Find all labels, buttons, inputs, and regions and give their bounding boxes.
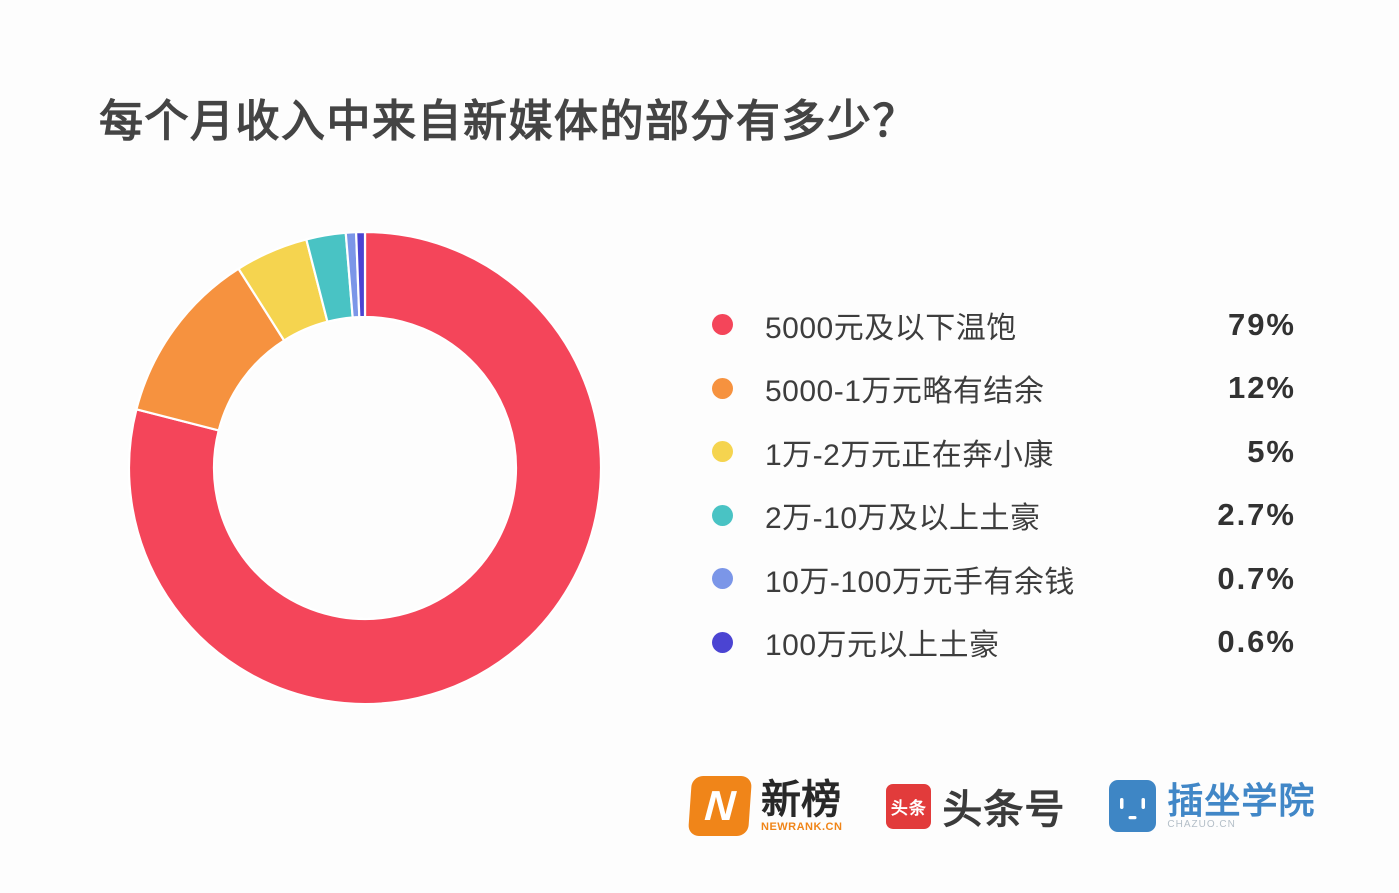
legend-label: 100万元以上土豪 [765,629,1000,663]
toutiao-logo-icon: 头条 [886,783,932,829]
legend-item-3: 2万-10万及以上土豪 2.7% [712,484,1296,548]
legend-dot-icon [712,568,733,590]
legend-value: 2.7% [1217,497,1296,533]
legend-item-1: 5000-1万元略有结余 12% [712,357,1296,421]
chazuo-subtext: CHAZUO.CN [1167,819,1236,831]
donut-chart [127,230,603,706]
legend-label: 5000-1万元略有结余 [765,375,1045,409]
toutiao-brand-text: 头条号 [942,788,1066,832]
legend-label: 2万-10万及以上土豪 [765,502,1041,536]
legend-value: 0.7% [1217,560,1296,596]
legend-label: 10万-100万元手有余钱 [765,565,1075,599]
legend-value: 0.6% [1217,624,1296,660]
chart-title: 每个月收入中来自新媒体的部分有多少？ [99,97,918,146]
legend-dot-icon [712,631,733,653]
legend-dot-icon [712,377,733,399]
legend-item-4: 10万-100万元手有余钱 0.7% [712,547,1296,611]
chazuo-brand-text: 插坐学院 [1167,779,1316,821]
donut-slice-5 [354,230,367,319]
toutiao-logo: 头条 头条号 [886,777,1065,835]
legend-label: 5000元及以下温饱 [765,311,1017,345]
legend-value: 79% [1227,306,1296,342]
footer-logos: N 新榜 NEWRANK.CN 头条 头条号 插坐学院 CHAZ [687,770,1315,842]
legend-label: 1万-2万元正在奔小康 [765,438,1054,472]
legend-item-2: 1万-2万元正在奔小康 5% [712,420,1296,484]
newrank-logo-icon: N [687,776,753,836]
chazuo-logo-icon [1109,780,1157,832]
chazuo-logo: 插坐学院 CHAZUO.CN [1109,780,1315,832]
chazuo-face-icon [1120,798,1146,820]
legend-value: 12% [1227,370,1296,406]
legend-item-0: 5000元及以下温饱 79% [712,293,1296,357]
legend-dot-icon [712,314,733,336]
newrank-subtext: NEWRANK.CN [761,821,843,833]
chart-legend: 5000元及以下温饱 79% 5000-1万元略有结余 12% 1万-2万元正在奔小康 5… [712,293,1296,674]
newrank-brand-text: 新榜 [761,778,841,822]
donut-slice-0 [127,230,603,706]
legend-dot-icon [712,441,733,463]
legend-dot-icon [712,504,733,526]
legend-item-5: 100万元以上土豪 0.6% [712,611,1296,675]
newrank-logo: N 新榜 NEWRANK.CN [687,776,843,836]
legend-value: 5% [1247,433,1296,469]
